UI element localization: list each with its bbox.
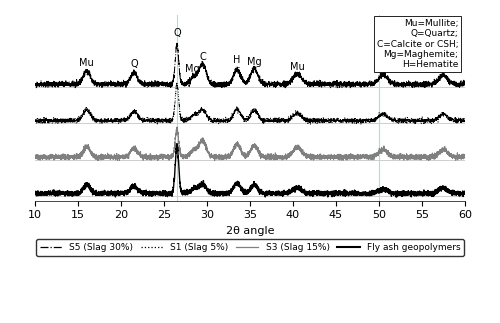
- S3 (Slag 15%): [174, 125, 180, 129]
- S3 (Slag 15%): [32, 156, 38, 160]
- S5 (Slag 30%): [174, 41, 180, 45]
- Line: S1 (Slag 5%): S1 (Slag 5%): [35, 83, 465, 124]
- Line: Fly ash geopolymers: Fly ash geopolymers: [35, 144, 465, 197]
- S5 (Slag 30%): [50, 86, 56, 90]
- S1 (Slag 5%): [32, 118, 38, 122]
- Fly ash geopolymers: [353, 193, 359, 197]
- S1 (Slag 5%): [174, 81, 180, 85]
- S1 (Slag 5%): [110, 119, 116, 123]
- X-axis label: 2θ angle: 2θ angle: [226, 226, 274, 236]
- Text: C: C: [200, 52, 206, 62]
- Text: Q: Q: [173, 28, 181, 38]
- Fly ash geopolymers: [312, 191, 318, 195]
- Fly ash geopolymers: [290, 190, 296, 193]
- S3 (Slag 15%): [290, 149, 296, 153]
- Text: Mu: Mu: [290, 62, 304, 72]
- S1 (Slag 5%): [462, 119, 468, 123]
- Fly ash geopolymers: [462, 192, 468, 195]
- S5 (Slag 30%): [32, 84, 38, 88]
- Text: H: H: [234, 55, 241, 65]
- S5 (Slag 30%): [196, 67, 202, 71]
- S5 (Slag 30%): [462, 83, 468, 87]
- S3 (Slag 15%): [312, 155, 318, 159]
- S5 (Slag 30%): [386, 77, 392, 81]
- S3 (Slag 15%): [110, 155, 116, 159]
- Fly ash geopolymers: [32, 191, 38, 195]
- S1 (Slag 5%): [99, 122, 105, 126]
- S5 (Slag 30%): [312, 80, 318, 84]
- Text: Mu=Mullite;
Q=Quartz;
C=Calcite or CSH;
Mg=Maghemite;
H=Hematite: Mu=Mullite; Q=Quartz; C=Calcite or CSH; …: [376, 19, 458, 69]
- Text: C: C: [380, 62, 386, 71]
- S3 (Slag 15%): [196, 144, 202, 148]
- Line: S3 (Slag 15%): S3 (Slag 15%): [35, 127, 465, 161]
- Fly ash geopolymers: [110, 190, 116, 193]
- Text: Mg: Mg: [185, 64, 200, 74]
- S1 (Slag 5%): [312, 118, 318, 122]
- S3 (Slag 15%): [462, 156, 468, 160]
- S3 (Slag 15%): [114, 159, 120, 162]
- S1 (Slag 5%): [196, 109, 202, 113]
- S1 (Slag 5%): [386, 116, 392, 120]
- Fly ash geopolymers: [196, 182, 202, 185]
- S5 (Slag 30%): [290, 76, 296, 80]
- S1 (Slag 5%): [290, 111, 296, 115]
- Fly ash geopolymers: [386, 187, 392, 191]
- S3 (Slag 15%): [353, 154, 359, 158]
- Text: Mu: Mu: [80, 58, 94, 68]
- Legend: S5 (Slag 30%), S1 (Slag 5%), S3 (Slag 15%), Fly ash geopolymers: S5 (Slag 30%), S1 (Slag 5%), S3 (Slag 15…: [36, 239, 464, 255]
- Text: Mg: Mg: [247, 57, 262, 67]
- Text: Q: Q: [130, 59, 138, 69]
- Fly ash geopolymers: [262, 195, 268, 199]
- S5 (Slag 30%): [353, 83, 359, 87]
- S5 (Slag 30%): [110, 84, 116, 88]
- S3 (Slag 15%): [386, 152, 392, 156]
- Fly ash geopolymers: [174, 142, 180, 146]
- Line: S5 (Slag 30%): S5 (Slag 30%): [35, 43, 465, 88]
- S1 (Slag 5%): [353, 119, 359, 122]
